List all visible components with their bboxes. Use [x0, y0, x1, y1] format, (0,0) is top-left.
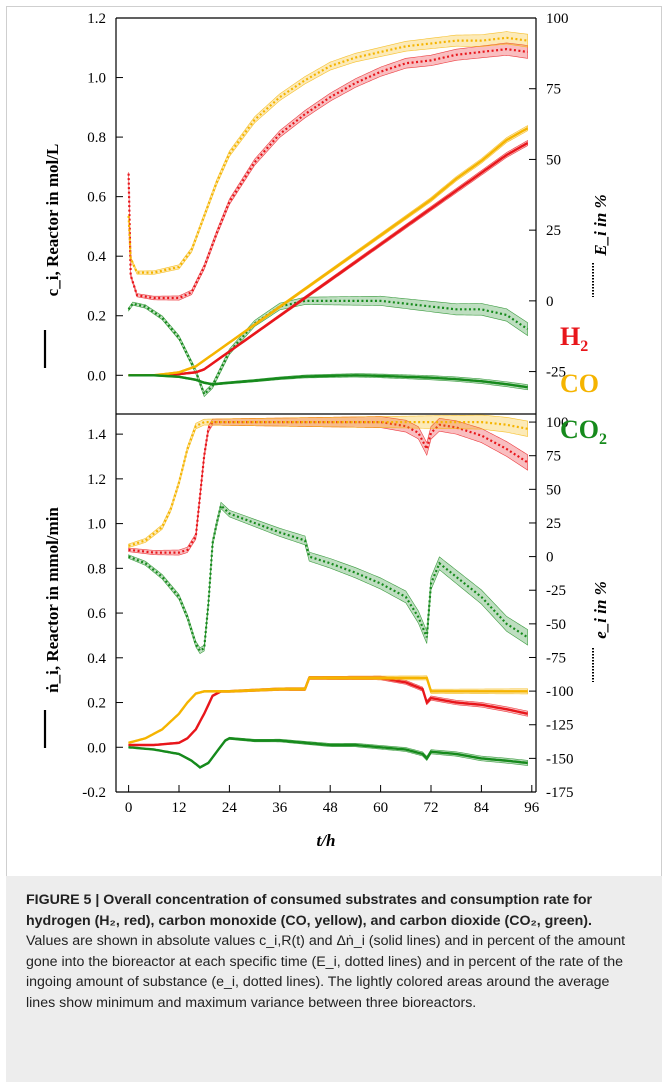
left-tick-label: 0.0 — [87, 368, 106, 384]
series-band-co2 — [128, 501, 528, 655]
left-tick-label: 0.2 — [87, 309, 106, 325]
caption-label: FIGURE 5 | — [26, 892, 104, 908]
series-band-co — [128, 675, 528, 744]
x-tick-label: 84 — [474, 800, 490, 816]
series-band-co — [128, 414, 528, 549]
solid-line-co2 — [128, 737, 528, 769]
right-tick-label: 0 — [546, 294, 554, 310]
x-tick-label: 24 — [222, 800, 238, 816]
x-tick-label: 36 — [272, 800, 288, 816]
left-tick-label: 0.2 — [87, 696, 106, 712]
solid-line-co2 — [128, 374, 528, 389]
right-tick-label: -100 — [546, 684, 574, 700]
legend-item-co: CO — [560, 369, 599, 398]
left-tick-label: -0.2 — [82, 785, 106, 801]
series-band-co — [128, 31, 528, 275]
left-tick-label: 0.6 — [87, 606, 106, 622]
top-panel: 0.0 0.2 0.4 0.6 0.8 1.0 1.2 -25 0 25 50 75 100 c_i, R… — [43, 11, 610, 415]
right-tick-label: 100 — [546, 415, 569, 431]
left-tick-label: 1.0 — [87, 71, 106, 87]
x-tick-label: 96 — [524, 800, 540, 816]
series-band-co2 — [128, 736, 528, 769]
solid-line-h2 — [128, 676, 528, 747]
left-tick-label: 0.4 — [87, 651, 106, 667]
right-tick-label: -175 — [546, 785, 574, 801]
right-tick-label: 75 — [546, 449, 561, 465]
left-tick-label: 1.2 — [87, 472, 106, 488]
right-tick-label: -50 — [546, 617, 566, 633]
bottom-panel: -0.2 0.0 0.2 0.4 0.6 0.8 1.0 1.2 1.4 -175 -150 -125… — [43, 414, 610, 850]
dotted-line-co2 — [127, 299, 529, 397]
series-band-h2 — [128, 42, 528, 301]
right-axis-label: E_i in % — [591, 194, 610, 256]
x-tick-label: 12 — [172, 800, 187, 816]
x-tick-label: 60 — [373, 800, 388, 816]
left-axis-label: ṅ_i, Reactor in mmol/min — [43, 507, 62, 693]
dotted-line-h2 — [128, 421, 529, 554]
right-tick-label: 25 — [546, 223, 561, 239]
right-tick-label: 25 — [546, 516, 561, 532]
x-tick-label: 48 — [323, 800, 338, 816]
left-tick-label: 0.4 — [87, 249, 106, 265]
caption-body: Values are shown in absolute values c_i,… — [26, 933, 626, 1011]
figure-caption: FIGURE 5 | Overall concentration of cons… — [6, 876, 662, 1082]
series-band-h2 — [128, 675, 528, 747]
dotted-line-co — [127, 36, 528, 274]
series-band-co — [128, 125, 528, 377]
left-tick-label: 0.0 — [87, 740, 106, 756]
left-tick-label: 1.4 — [87, 427, 106, 443]
left-tick-label: 0.6 — [87, 190, 106, 206]
series-band-h2 — [128, 416, 528, 556]
caption-title: Overall concentration of consumed substr… — [26, 892, 593, 929]
right-tick-label: 50 — [546, 152, 561, 168]
left-tick-label: 1.2 — [87, 11, 106, 27]
left-axis-label: c_i, Reactor in mol/L — [43, 144, 62, 297]
dotted-line-h2 — [127, 47, 528, 300]
series-band-h2 — [128, 139, 528, 377]
right-tick-label: -25 — [546, 583, 566, 599]
solid-line-co — [128, 127, 529, 377]
right-tick-label: -75 — [546, 650, 566, 666]
right-tick-label: 0 — [546, 550, 554, 566]
legend: H2 CO CO2 — [560, 322, 607, 448]
right-tick-label: -25 — [546, 365, 566, 381]
right-axis-label: e_i in % — [591, 581, 610, 639]
x-tick-label: 0 — [125, 800, 133, 816]
right-tick-label: -150 — [546, 751, 574, 767]
right-tick-label: 100 — [546, 11, 569, 27]
dotted-line-co — [128, 421, 528, 547]
dotted-line-co2 — [128, 503, 529, 653]
left-tick-label: 1.0 — [87, 517, 106, 533]
solid-line-co — [128, 676, 528, 744]
right-tick-label: -125 — [546, 718, 574, 734]
solid-line-h2 — [128, 142, 529, 377]
series-band-co2 — [128, 295, 528, 398]
x-axis-label: t/h — [317, 831, 336, 850]
left-tick-label: 0.8 — [87, 130, 106, 146]
figure-chart: 0.0 0.2 0.4 0.6 0.8 1.0 1.2 -25 0 25 50 75 100 c_i, R… — [43, 11, 610, 850]
x-tick-label: 72 — [424, 800, 439, 816]
right-tick-label: 50 — [546, 482, 561, 498]
legend-item-co2: CO2 — [560, 415, 607, 448]
legend-item-h2: H2 — [560, 322, 588, 355]
left-tick-label: 0.8 — [87, 561, 106, 577]
right-tick-label: 75 — [546, 82, 561, 98]
